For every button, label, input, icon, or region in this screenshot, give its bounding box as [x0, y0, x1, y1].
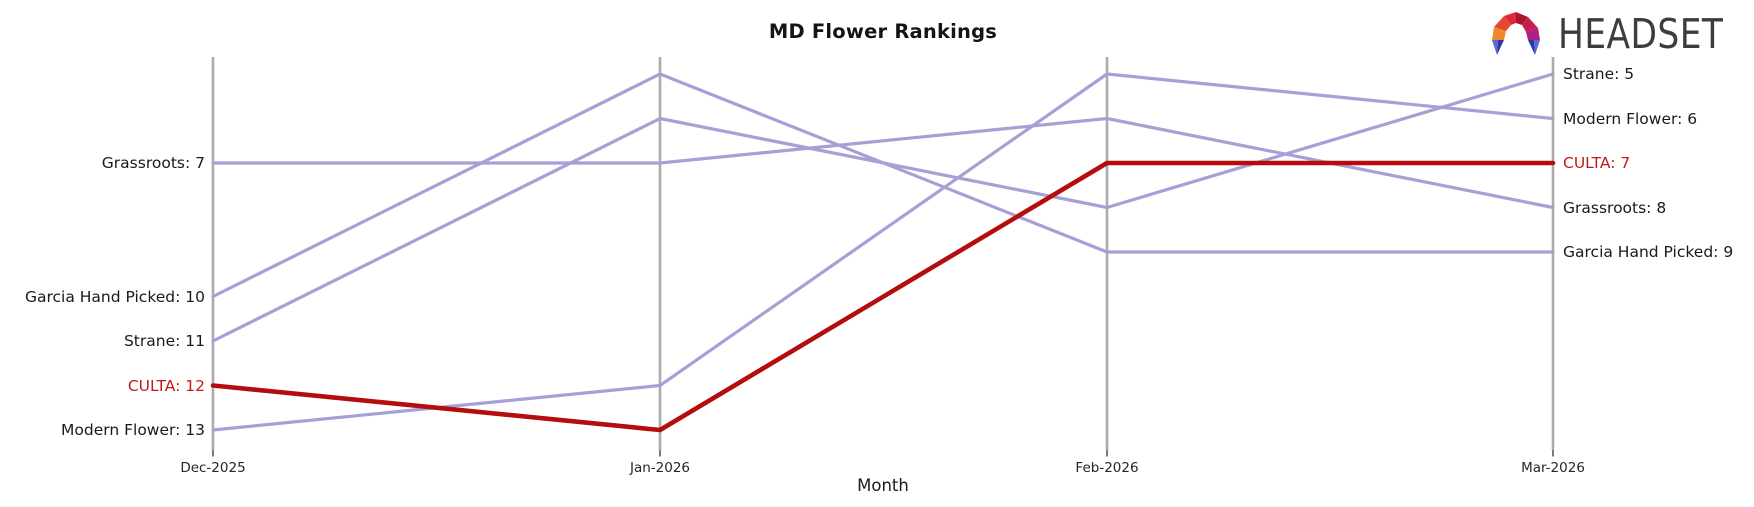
series-label-left-grassroots: Grassroots: 7: [101, 154, 205, 172]
series-label-right-modern-flower: Modern Flower: 6: [1563, 109, 1698, 128]
series-label-left-strane: Strane: 11: [123, 332, 205, 350]
series-line-garcia-hand-picked: [211, 72, 1555, 299]
series-label-right-grassroots: Grassroots: 8: [1563, 198, 1667, 217]
series-label-right-strane: Strane: 5: [1563, 65, 1635, 83]
headset-logo: HEADSET: [1484, 8, 1746, 58]
headset-logo-text: HEADSET: [1558, 10, 1724, 58]
headset-logo-icon: [1492, 12, 1540, 55]
chart-title: MD Flower Rankings: [768, 20, 998, 43]
series-label-right-culta: CULTA: 7: [1563, 154, 1631, 172]
series-line-culta: [210, 160, 1556, 433]
series-line-strane: [211, 72, 1555, 343]
x-tick-label: Jan-2026: [629, 460, 691, 476]
x-tick-label: Mar-2026: [1521, 460, 1585, 476]
series-label-left-culta: CULTA: 12: [127, 376, 205, 395]
series-label-left-modern-flower: Modern Flower: 13: [61, 421, 205, 439]
x-axis-label: Month: [857, 476, 909, 495]
series-label-right-garcia-hand-picked: Garcia Hand Picked: 9: [1563, 243, 1734, 261]
series-label-left-garcia-hand-picked: Garcia Hand Picked: 10: [24, 287, 205, 306]
x-tick-label: Feb-2026: [1075, 460, 1139, 476]
x-tick-label: Dec-2025: [180, 460, 246, 476]
